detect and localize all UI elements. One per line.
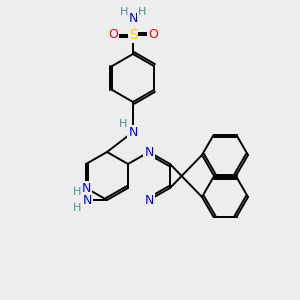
Text: N: N xyxy=(81,182,91,194)
Text: N: N xyxy=(144,194,154,206)
Text: S: S xyxy=(129,28,137,42)
Text: H: H xyxy=(120,7,128,17)
Text: H: H xyxy=(73,187,81,197)
Text: O: O xyxy=(108,28,118,41)
Text: H: H xyxy=(119,119,127,129)
Text: O: O xyxy=(148,28,158,41)
Text: H: H xyxy=(73,203,81,213)
Text: N: N xyxy=(128,125,138,139)
Text: N: N xyxy=(128,13,138,26)
Text: H: H xyxy=(138,7,146,17)
Text: N: N xyxy=(144,146,154,158)
Text: N: N xyxy=(82,194,92,206)
